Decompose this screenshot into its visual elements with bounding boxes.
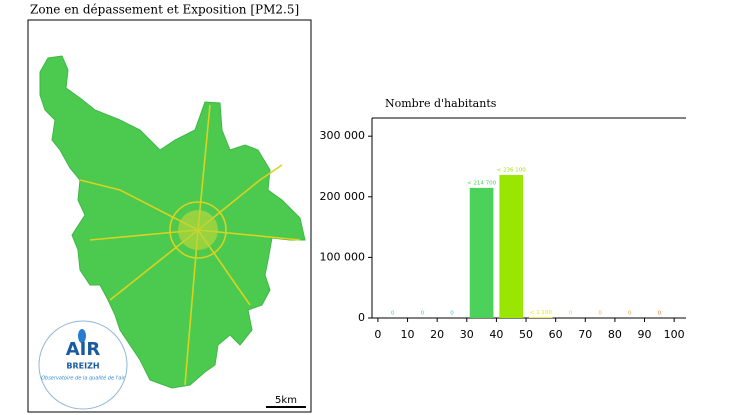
logo-badge xyxy=(38,320,128,410)
value-label: < 1 100 xyxy=(530,310,553,316)
value-label: 0 xyxy=(658,311,662,317)
value-label: 0 xyxy=(569,311,573,317)
x-tick-label: 0 xyxy=(374,328,381,341)
x-tick-label: 90 xyxy=(638,328,652,341)
chart-title: Nombre d'habitants xyxy=(385,97,497,110)
y-tick-label: 200 000 xyxy=(320,190,366,203)
map-zone xyxy=(39,55,306,389)
map-city xyxy=(178,210,218,250)
value-label: 0 xyxy=(421,311,425,317)
bar xyxy=(529,317,553,318)
x-tick-label: 10 xyxy=(401,328,415,341)
value-label: 0 xyxy=(628,311,632,317)
value-label: 0 xyxy=(450,311,454,317)
scale-label: 5km xyxy=(275,395,297,406)
x-tick-label: 100 xyxy=(664,328,685,341)
x-tick-label: 60 xyxy=(549,328,563,341)
bar xyxy=(499,174,524,318)
value-label: < 214 700 xyxy=(467,180,497,186)
x-tick-label: 40 xyxy=(489,328,503,341)
x-tick-label: 20 xyxy=(430,328,444,341)
map-title: Zone en dépassement et Exposition [PM2.5… xyxy=(30,3,299,17)
value-label: 0 xyxy=(391,311,395,317)
bar xyxy=(469,187,494,318)
logo-drop xyxy=(78,329,86,343)
logo-tagline: Observatoire de la qualité de l'air xyxy=(41,375,126,382)
value-label: 0 xyxy=(598,311,602,317)
value-label: < 236 100 xyxy=(497,167,527,173)
logo-name: AIR xyxy=(66,339,101,360)
y-tick-label: 100 000 xyxy=(320,250,366,263)
y-tick-label: 300 000 xyxy=(320,129,366,142)
logo-region: BREIZH xyxy=(66,362,99,371)
x-tick-label: 70 xyxy=(578,328,592,341)
x-tick-label: 50 xyxy=(519,328,533,341)
x-tick-label: 80 xyxy=(608,328,622,341)
y-tick-label: 0 xyxy=(358,311,365,324)
x-tick-label: 30 xyxy=(460,328,474,341)
